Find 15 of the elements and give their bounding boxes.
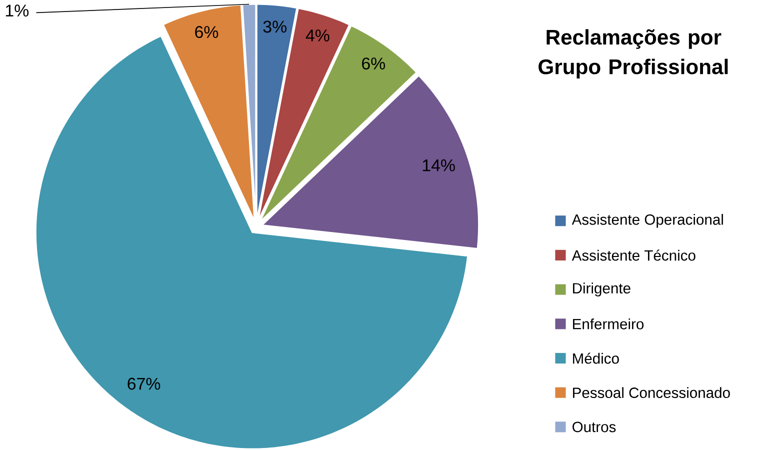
data-label: 14% [422, 160, 455, 172]
data-label: 1% [6, 4, 29, 17]
legend-label: Assistente Operacional [572, 214, 723, 228]
data-label: 3% [263, 20, 286, 33]
legend-label: Assistente Técnico [572, 250, 696, 261]
data-label: 67% [128, 378, 160, 390]
text: Reclamações por Grupo Profissional [538, 29, 728, 79]
data-label: 4% [306, 30, 330, 42]
data-label: 6% [195, 26, 218, 38]
legend-label: Dirigente [573, 282, 630, 297]
legend-label: Enfermeiro [573, 318, 644, 330]
legend-label: Médico [573, 352, 619, 364]
legend-label: Outros [572, 422, 616, 432]
data-label: 6% [362, 58, 386, 70]
legend-label: Pessoal Concessionado [573, 387, 730, 398]
